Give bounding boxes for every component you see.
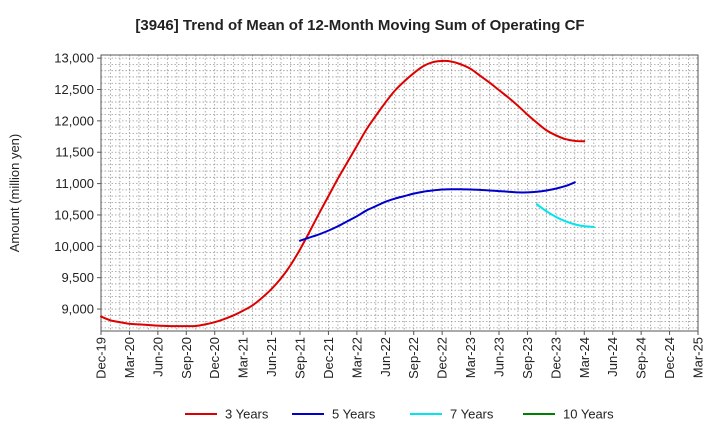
series-line-5-years	[299, 181, 576, 242]
y-tick-label: 9,500	[61, 270, 94, 285]
y-axis-ticks: 9,000 9,500 10,000 10,500 11,000 11,500 12,000…	[54, 51, 101, 317]
x-tick-label: Sep-21	[293, 337, 308, 379]
x-tick-label: Mar-21	[236, 337, 251, 378]
chart-title: [3946] Trend of Mean of 12-Month Moving …	[135, 17, 584, 34]
x-tick-label: Jun-23	[492, 337, 507, 377]
legend: 3 Years 5 Years 7 Years 10 Years	[185, 407, 614, 422]
grid-lines	[101, 55, 698, 331]
x-tick-label: Jun-21	[264, 337, 279, 377]
x-tick-label: Dec-20	[207, 337, 222, 379]
y-tick-label: 10,000	[54, 239, 94, 254]
x-tick-label: Dec-23	[548, 337, 563, 379]
plot-area-frame	[100, 54, 699, 332]
legend-label: 5 Years	[332, 407, 376, 422]
x-tick-label: Mar-22	[349, 337, 364, 378]
x-tick-label: Dec-19	[94, 337, 109, 379]
y-tick-label: 10,500	[54, 207, 94, 222]
y-tick-label: 11,000	[55, 176, 94, 191]
y-tick-label: 9,000	[61, 302, 94, 317]
x-tick-label: Sep-20	[179, 337, 194, 379]
y-tick-label: 11,500	[55, 145, 94, 160]
y-tick-label: 12,000	[54, 113, 94, 128]
x-axis-ticks: Dec-19 Mar-20 Jun-20 Sep-20 Dec-20 Mar-21 Jun-…	[94, 331, 706, 379]
x-tick-label: Sep-23	[520, 337, 535, 379]
x-tick-label: Dec-21	[321, 337, 336, 379]
x-tick-label: Jun-20	[150, 337, 165, 377]
y-axis-label: Amount (million yen)	[7, 134, 22, 253]
legend-label: 10 Years	[563, 407, 614, 422]
x-tick-label: Mar-23	[463, 337, 478, 378]
legend-label: 7 Years	[450, 407, 494, 422]
y-tick-label: 12,500	[54, 82, 94, 97]
legend-label: 3 Years	[225, 407, 269, 422]
x-tick-label: Dec-22	[435, 337, 450, 379]
series-lines	[100, 59, 595, 328]
series-line-3-years	[100, 59, 586, 328]
x-tick-label: Jun-22	[378, 337, 393, 377]
x-tick-label: Mar-20	[122, 337, 137, 378]
y-tick-label: 13,000	[54, 51, 94, 66]
x-tick-label: Dec-24	[662, 337, 677, 379]
x-tick-label: Sep-22	[406, 337, 421, 379]
x-tick-label: Mar-25	[691, 337, 706, 378]
x-tick-label: Sep-24	[634, 337, 649, 379]
x-tick-label: Jun-24	[605, 337, 620, 377]
x-tick-label: Mar-24	[577, 337, 592, 378]
series-line-7-years	[535, 203, 595, 228]
